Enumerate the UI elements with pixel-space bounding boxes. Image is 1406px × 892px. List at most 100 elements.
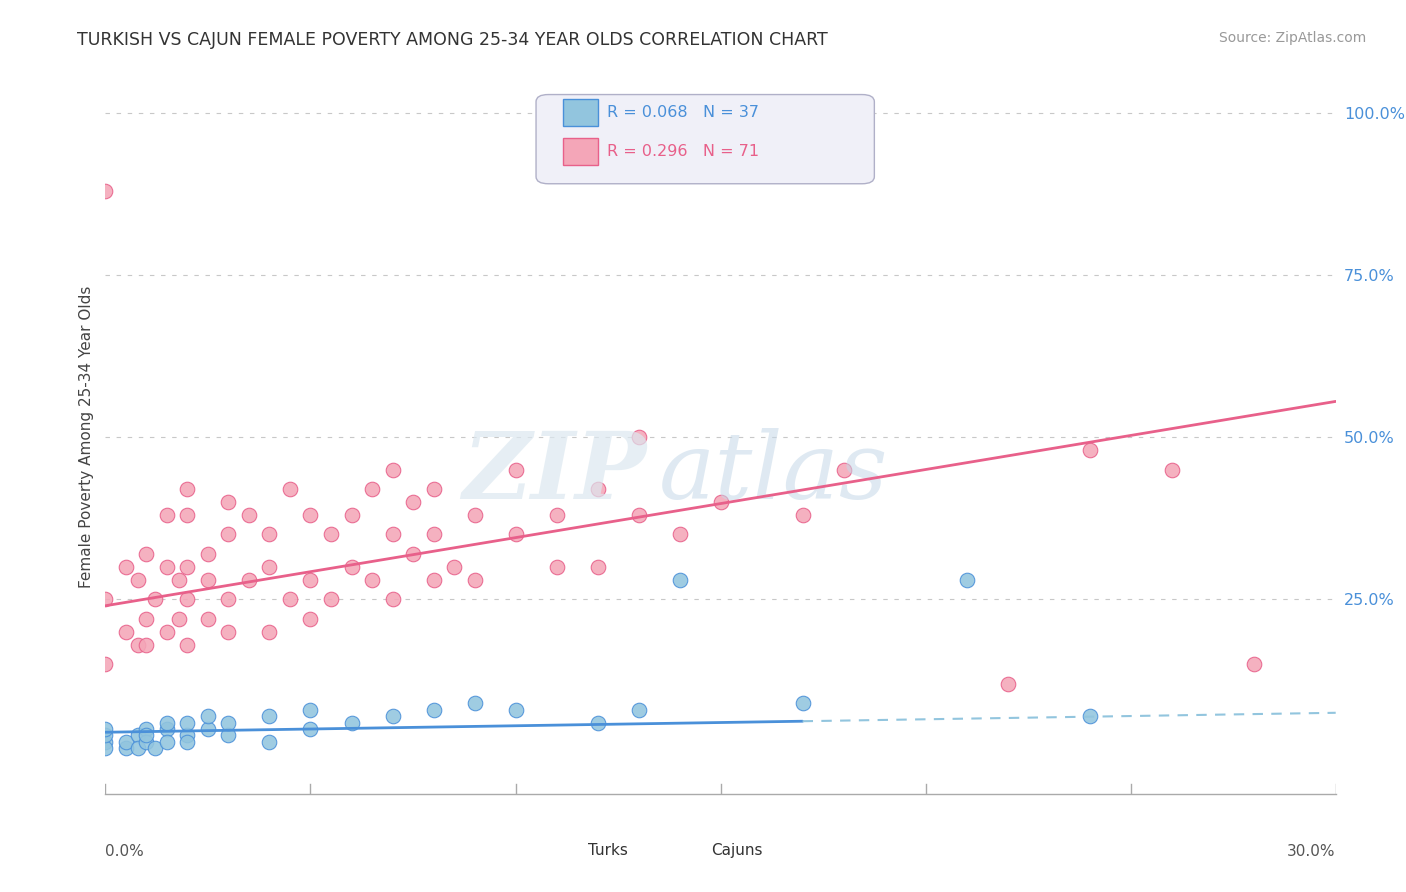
Point — [259, 735, 281, 749]
Point — [176, 715, 198, 730]
Point — [381, 527, 404, 541]
Point — [278, 592, 301, 607]
Point — [997, 676, 1019, 690]
Point — [115, 735, 138, 749]
Point — [422, 702, 444, 716]
Text: Turks: Turks — [588, 844, 627, 858]
Text: R = 0.296   N = 71: R = 0.296 N = 71 — [607, 145, 759, 160]
Point — [156, 508, 179, 522]
Point — [156, 624, 179, 639]
Point — [135, 735, 157, 749]
Point — [956, 573, 979, 587]
Point — [238, 573, 260, 587]
Point — [299, 508, 322, 522]
Point — [422, 573, 444, 587]
Point — [278, 482, 301, 496]
Point — [464, 696, 486, 710]
Point — [127, 741, 149, 756]
Point — [197, 573, 219, 587]
Point — [381, 709, 404, 723]
Point — [505, 702, 527, 716]
Point — [299, 612, 322, 626]
Point — [464, 573, 486, 587]
Point — [238, 508, 260, 522]
Point — [259, 624, 281, 639]
Point — [340, 559, 363, 574]
Point — [464, 508, 486, 522]
Point — [135, 547, 157, 561]
Point — [259, 709, 281, 723]
Bar — [564, 98, 598, 126]
Point — [176, 735, 198, 749]
Point — [94, 184, 117, 198]
Point — [176, 592, 198, 607]
Text: TURKISH VS CAJUN FEMALE POVERTY AMONG 25-34 YEAR OLDS CORRELATION CHART: TURKISH VS CAJUN FEMALE POVERTY AMONG 25… — [77, 31, 828, 49]
Point — [176, 729, 198, 743]
Point — [402, 547, 425, 561]
Point — [127, 638, 149, 652]
Point — [115, 624, 138, 639]
Text: ZIP: ZIP — [463, 428, 647, 517]
Point — [381, 592, 404, 607]
Point — [156, 735, 179, 749]
Bar — [678, 842, 704, 860]
Point — [340, 508, 363, 522]
Point — [127, 573, 149, 587]
Point — [627, 702, 650, 716]
Point — [627, 430, 650, 444]
Point — [94, 729, 117, 743]
Point — [792, 508, 814, 522]
Point — [127, 729, 149, 743]
Point — [402, 495, 425, 509]
Point — [94, 592, 117, 607]
Point — [586, 482, 609, 496]
Point — [156, 715, 179, 730]
Y-axis label: Female Poverty Among 25-34 Year Olds: Female Poverty Among 25-34 Year Olds — [79, 286, 94, 588]
Point — [218, 592, 240, 607]
Bar — [554, 842, 582, 860]
Point — [1078, 443, 1101, 458]
Point — [319, 592, 342, 607]
Point — [668, 573, 690, 587]
Point — [259, 527, 281, 541]
Point — [299, 702, 322, 716]
Text: R = 0.068   N = 37: R = 0.068 N = 37 — [607, 104, 759, 120]
Point — [299, 573, 322, 587]
Point — [143, 592, 166, 607]
Point — [218, 624, 240, 639]
Point — [176, 482, 198, 496]
Bar — [564, 138, 598, 165]
Point — [135, 722, 157, 736]
Point — [361, 482, 384, 496]
Point — [176, 508, 198, 522]
Point — [832, 462, 855, 476]
Point — [422, 527, 444, 541]
Point — [176, 638, 198, 652]
Point — [197, 547, 219, 561]
Point — [546, 508, 568, 522]
Point — [94, 741, 117, 756]
Text: 0.0%: 0.0% — [105, 844, 145, 859]
Point — [94, 657, 117, 672]
Point — [94, 735, 117, 749]
Point — [668, 527, 690, 541]
Point — [197, 722, 219, 736]
Point — [299, 722, 322, 736]
Point — [505, 462, 527, 476]
Text: 30.0%: 30.0% — [1288, 844, 1336, 859]
Point — [627, 508, 650, 522]
Point — [319, 527, 342, 541]
Point — [169, 612, 191, 626]
Point — [197, 612, 219, 626]
Point — [218, 495, 240, 509]
Point — [710, 495, 733, 509]
Point — [546, 559, 568, 574]
Point — [176, 559, 198, 574]
Point — [197, 709, 219, 723]
Point — [443, 559, 465, 574]
Point — [1243, 657, 1265, 672]
Point — [586, 559, 609, 574]
Point — [218, 715, 240, 730]
Point — [135, 612, 157, 626]
Point — [792, 696, 814, 710]
